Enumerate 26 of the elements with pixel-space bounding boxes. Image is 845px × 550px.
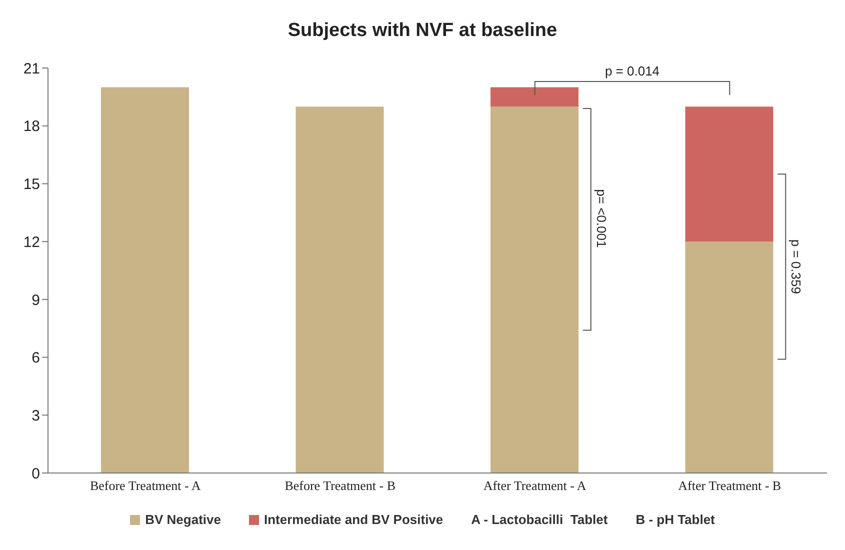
x-tick-label: Before Treatment - B [284,478,396,494]
y-tick-label: 15 [23,176,40,194]
y-tick-label: 18 [23,118,40,136]
legend-label: BV Negative [144,512,221,527]
bar [490,87,578,107]
annotation: p= <0.001 [594,189,609,248]
annotation: p = 0.359 [788,239,804,294]
y-tick-label: 0 [32,465,40,482]
text: B - pH Tablet [636,512,715,527]
bar [685,242,774,473]
bar [685,106,774,242]
text: A - Lactobacilli Tablet [471,512,608,527]
bar [296,106,384,473]
y-tick-label: 9 [32,292,40,309]
y-tick-label: 6 [32,350,40,367]
x-tick-label: Before Treatment - A [90,478,202,494]
annotation: p = 0.014 [604,64,660,78]
legend-label: Intermediate and BV Positive [262,512,444,527]
bar [101,87,189,473]
y-tick-label: 12 [23,234,40,251]
bar [490,106,578,473]
y-tick-label: 21 [23,60,40,78]
x-tick-label: After Treatment - B [678,478,782,494]
chart-title: Subjects with NVF at baseline [286,20,558,42]
y-tick-label: 3 [32,407,40,424]
x-tick-label: After Treatment - A [483,478,587,494]
